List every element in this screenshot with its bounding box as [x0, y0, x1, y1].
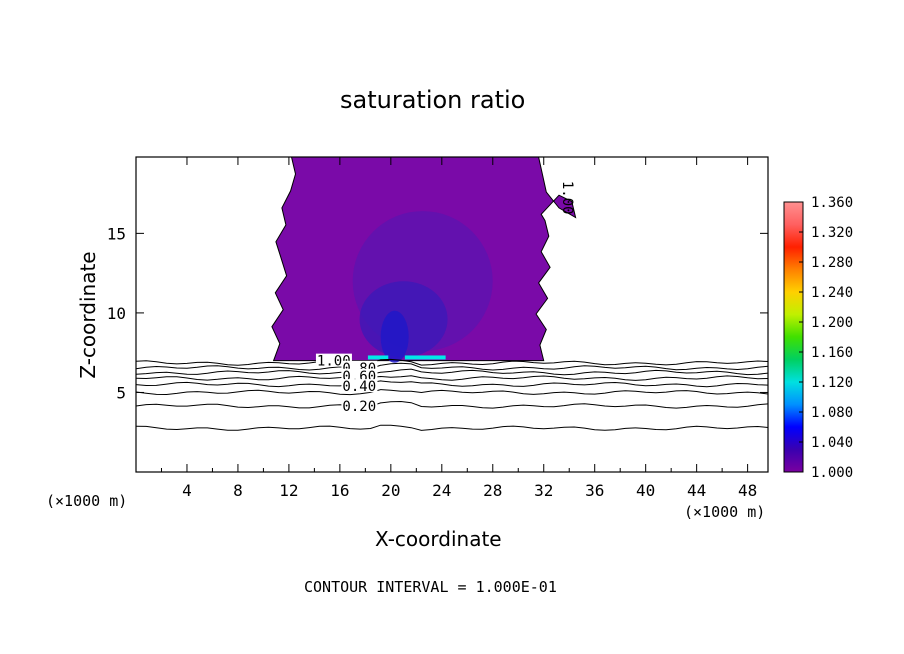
inner-contour-3	[380, 310, 409, 363]
contour-label: 0.20	[342, 399, 376, 415]
colorbar-tick-label: 1.000	[811, 465, 853, 481]
colorbar-tick-label: 1.360	[811, 195, 853, 211]
colorbar-tick-label: 1.080	[811, 405, 853, 421]
contour-line-0.2	[135, 400, 769, 409]
colorbar-tick-label: 1.160	[811, 345, 853, 361]
chart-title: saturation ratio	[340, 86, 526, 114]
y-tick-label: 15	[107, 224, 126, 243]
plot-frame	[135, 156, 769, 473]
contour-line-0.4	[135, 389, 769, 396]
colorbar-tick-label: 1.120	[811, 375, 853, 391]
x-tick-label: 36	[585, 481, 604, 500]
x-unit-label-right: (×1000 m)	[684, 503, 766, 521]
x-unit-label-left: (×1000 m)	[46, 492, 128, 510]
x-tick-label: 12	[279, 481, 298, 500]
x-tick-label: 40	[636, 481, 655, 500]
colorbar-tick-label: 1.320	[811, 225, 853, 241]
x-tick-label: 8	[233, 481, 243, 500]
x-tick-label: 16	[330, 481, 349, 500]
x-tick-label: 48	[738, 481, 757, 500]
colorbar-gradient	[783, 201, 804, 473]
contour-line-0.5	[135, 380, 769, 388]
x-tick-label: 20	[381, 481, 400, 500]
contour-line-0.3	[135, 424, 769, 431]
contour-line-0.6	[135, 375, 769, 381]
contour-interval-note: CONTOUR INTERVAL = 1.000E-01	[304, 578, 557, 596]
colorbar-tick-label: 1.200	[811, 315, 853, 331]
x-axis-title: X-coordinate	[375, 527, 502, 551]
max-band-1	[367, 355, 389, 360]
colorbar: 1.360 1.320 1.280 1.240 1.200 1.160 1.120 1.080…	[783, 195, 853, 481]
plot-area	[135, 156, 769, 473]
contour-label: 0.40	[342, 379, 376, 395]
x-tick-label: 44	[687, 481, 706, 500]
colorbar-tick-label: 1.040	[811, 435, 853, 451]
chart-text: 1.000.800.600.400.201.004812162024283236…	[107, 181, 758, 500]
x-tick-label: 24	[432, 481, 451, 500]
colorbar-tick-label: 1.240	[811, 285, 853, 301]
y-tick-label: 5	[116, 383, 126, 402]
x-tick-label: 28	[483, 481, 502, 500]
contour-line-0.7	[135, 368, 769, 376]
x-tick-label: 4	[182, 481, 192, 500]
contour-label: 1.00	[559, 181, 575, 215]
y-tick-label: 10	[107, 304, 126, 323]
contour-line-0.8	[135, 362, 769, 371]
colorbar-tick-label: 1.280	[811, 255, 853, 271]
contour-line-0.9	[135, 358, 769, 366]
y-axis-title: Z-coordinate	[76, 251, 100, 379]
x-tick-label: 32	[534, 481, 553, 500]
max-band-2	[404, 355, 446, 360]
